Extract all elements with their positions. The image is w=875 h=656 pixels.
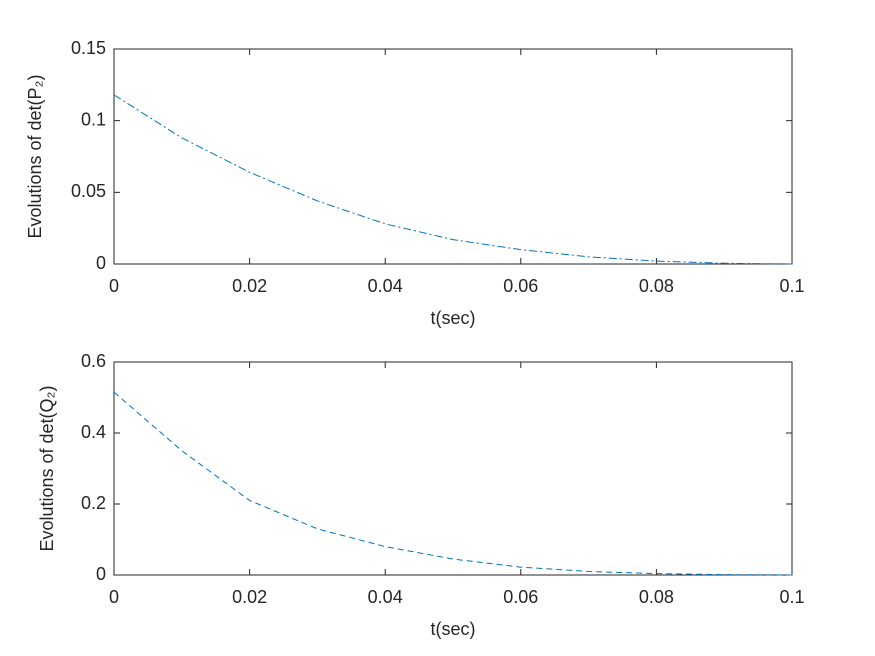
axes-box bbox=[113, 48, 793, 265]
y-axis-label: Evolutions of det(Q₂) bbox=[37, 385, 57, 551]
y-tick-label: 0.1 bbox=[81, 109, 106, 129]
x-tick-label: 0.08 bbox=[639, 276, 674, 296]
x-tick-label: 0.04 bbox=[368, 276, 403, 296]
x-tick-label: 0.02 bbox=[232, 587, 267, 607]
y-tick-label: 0 bbox=[96, 564, 106, 584]
x-tick-label: 0.1 bbox=[779, 276, 804, 296]
y-tick-label: 0.2 bbox=[81, 493, 106, 513]
x-tick-label: 0.04 bbox=[368, 587, 403, 607]
data-line bbox=[113, 94, 793, 265]
y-tick-label: 0.4 bbox=[81, 422, 106, 442]
x-axis-label: t(sec) bbox=[431, 308, 476, 328]
data-line bbox=[113, 391, 793, 576]
y-tick-label: 0.15 bbox=[71, 38, 106, 58]
y-tick-label: 0.05 bbox=[71, 181, 106, 201]
x-tick-label: 0.08 bbox=[639, 587, 674, 607]
y-tick-label: 0.6 bbox=[81, 351, 106, 371]
y-tick-label: 0 bbox=[96, 253, 106, 273]
x-tick-label: 0.02 bbox=[232, 276, 267, 296]
x-tick-label: 0.06 bbox=[503, 587, 538, 607]
x-tick-label: 0.06 bbox=[503, 276, 538, 296]
x-tick-label: 0 bbox=[109, 587, 119, 607]
x-axis-label: t(sec) bbox=[431, 619, 476, 639]
x-tick-label: 0.1 bbox=[779, 587, 804, 607]
axes-box bbox=[113, 361, 793, 576]
y-axis-label: Evolutions of det(P₂) bbox=[25, 74, 45, 238]
x-tick-label: 0 bbox=[109, 276, 119, 296]
